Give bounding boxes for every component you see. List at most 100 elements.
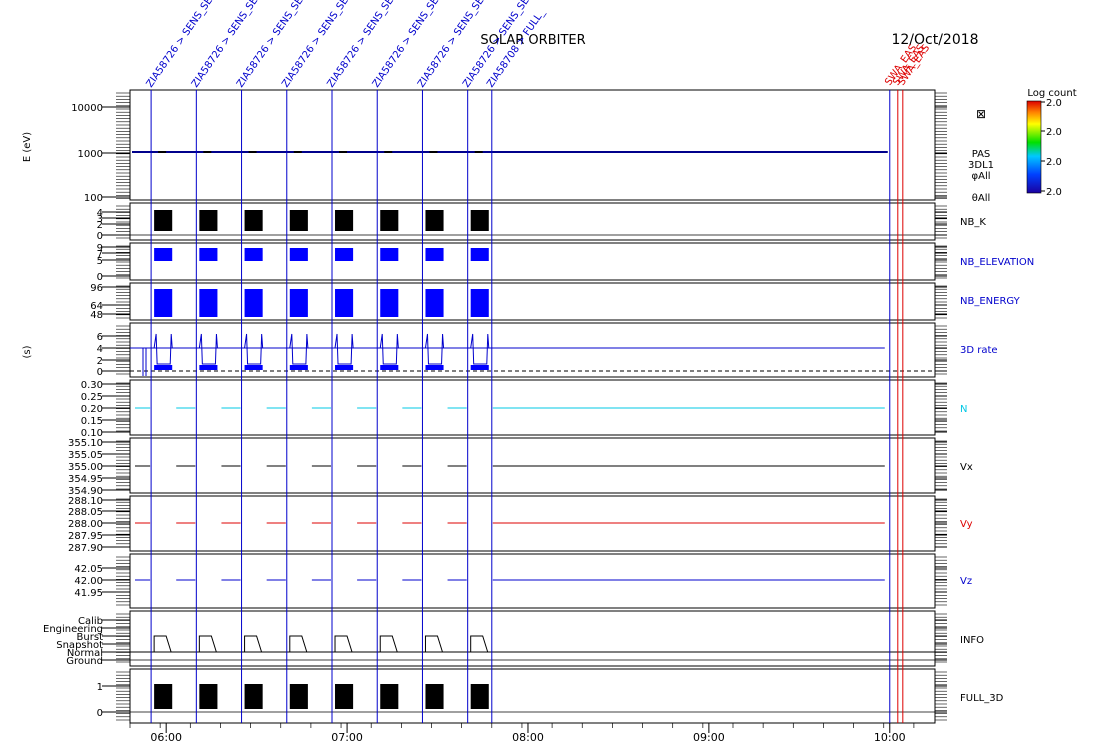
chart-title: SOLAR ORBITER xyxy=(480,33,585,48)
x-tick-label-4: 10:00 xyxy=(874,731,906,743)
vy-tick-label: 288.10 xyxy=(68,496,103,507)
nbenergy-bar xyxy=(289,289,308,317)
x-tick-label-0: 06:00 xyxy=(150,731,182,743)
chart-date: 12/Oct/2018 xyxy=(891,32,978,48)
full3d-right-label: FULL_3D xyxy=(960,693,1004,704)
energy-right-line-0: PAS xyxy=(972,149,991,160)
energy-axis-title: E (eV) xyxy=(22,132,33,162)
rate-tick-label: 4 xyxy=(97,344,103,355)
nbenergy-right-label: NB_ENERGY xyxy=(960,296,1021,307)
rate-axis-title: (s) xyxy=(22,345,33,358)
nbk-bar xyxy=(380,210,399,231)
nbk-bar xyxy=(199,210,218,231)
full3d-bar xyxy=(425,684,444,709)
nbk-right-label: NB_K xyxy=(960,217,986,228)
rate-burst-fill xyxy=(199,365,218,370)
colorbar-tick-label-3: 2.0 xyxy=(1046,187,1062,198)
vy-right-label: Vy xyxy=(960,519,973,530)
n-tick-label: 0.15 xyxy=(81,416,103,427)
rate-burst-trace xyxy=(424,333,445,365)
rate-tick-label: 0 xyxy=(97,367,103,378)
nbelev-tick-label: 5 xyxy=(97,256,103,267)
nbk-tick-label: 2 xyxy=(97,220,103,231)
nbelev-tick-label: 0 xyxy=(97,272,103,283)
vx-tick-label: 355.00 xyxy=(68,462,103,473)
nbenergy-bar xyxy=(380,289,399,317)
vy-tick-label: 287.95 xyxy=(68,531,103,542)
vy-tick-label: 288.00 xyxy=(68,519,103,530)
n-right-label: N xyxy=(960,404,967,415)
event-label-0: ZIA58726 > SENS_SET_B xyxy=(145,0,226,90)
full3d-tick-label: 0 xyxy=(97,708,103,719)
nbenergy-bar xyxy=(154,289,173,317)
info-tick-label: Normal xyxy=(67,648,103,659)
full3d-bar xyxy=(470,684,489,709)
nbelev-bar xyxy=(289,248,308,261)
nbenergy-frame xyxy=(129,282,936,321)
full3d-bar xyxy=(244,684,263,709)
energy-tick-label: 10000 xyxy=(71,103,103,114)
nbelev-bar xyxy=(335,248,354,261)
rate-burst-fill xyxy=(154,365,173,370)
x-tick-label-1: 07:00 xyxy=(331,731,363,743)
nbelev-tick-label: 7 xyxy=(97,249,103,260)
nbk-frame xyxy=(129,202,936,241)
nbelev-bar xyxy=(154,248,173,261)
vx-tick-label: 354.90 xyxy=(68,486,103,497)
full3d-bar xyxy=(335,684,354,709)
vz-frame xyxy=(129,553,936,609)
info-tick-label: Burst xyxy=(77,632,104,643)
nbk-bar xyxy=(470,210,489,231)
nbelev-bar xyxy=(425,248,444,261)
vx-tick-label: 354.95 xyxy=(68,474,103,485)
vz-tick-label: 42.00 xyxy=(74,576,103,587)
nbelev-bar xyxy=(470,248,489,261)
rate-burst-fill xyxy=(289,365,308,370)
panel-info: CalibEngineeringBurstSnapshotNormalGroun… xyxy=(43,610,984,667)
rate-burst-fill xyxy=(335,365,354,370)
nbelev-bar xyxy=(380,248,399,261)
info-burst-step xyxy=(198,635,217,653)
info-burst-step xyxy=(334,635,353,653)
nbelev-right-label: NB_ELEVATION xyxy=(960,257,1034,268)
nbk-bar xyxy=(154,210,173,231)
info-burst-step xyxy=(244,635,263,653)
full3d-bar xyxy=(154,684,173,709)
nbenergy-bar xyxy=(470,289,489,317)
nbenergy-bar xyxy=(335,289,354,317)
vy-tick-label: 287.90 xyxy=(68,543,103,554)
colorbar-tick-label-0: 2.0 xyxy=(1046,98,1062,109)
colorbar-tick-label-2: 2.0 xyxy=(1046,157,1062,168)
vx-right-label: Vx xyxy=(960,462,973,473)
nbelev-tick-label: 9 xyxy=(97,243,103,254)
full3d-frame xyxy=(129,668,936,724)
info-burst-step xyxy=(424,635,443,653)
nbelev-bar xyxy=(199,248,218,261)
full3d-tick-label: 1 xyxy=(97,682,103,693)
info-tick-label: Calib xyxy=(78,616,103,627)
rate-frame xyxy=(129,322,936,378)
rate-burst-fill xyxy=(244,365,263,370)
energy-right-line-3: θAll xyxy=(972,193,991,204)
energy-tick-label: 1000 xyxy=(78,149,103,160)
nbenergy-tick-label: 48 xyxy=(90,310,103,321)
nbk-tick-label: 3 xyxy=(97,214,103,225)
rate-burst-trace xyxy=(334,333,354,365)
vz-tick-label: 42.05 xyxy=(74,564,103,575)
rate-burst-trace xyxy=(153,333,173,365)
nbk-bar xyxy=(244,210,263,231)
rate-right-label: 3D rate xyxy=(960,345,998,356)
energy-right-line-2: φAll xyxy=(972,171,991,182)
nbelev-bar xyxy=(244,248,263,261)
x-tick-label-2: 08:00 xyxy=(512,731,544,743)
nbk-bar xyxy=(425,210,444,231)
